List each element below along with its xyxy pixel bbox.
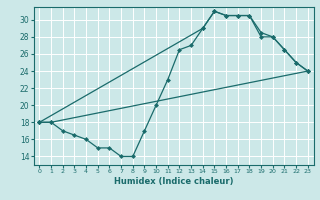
X-axis label: Humidex (Indice chaleur): Humidex (Indice chaleur) [114,177,233,186]
